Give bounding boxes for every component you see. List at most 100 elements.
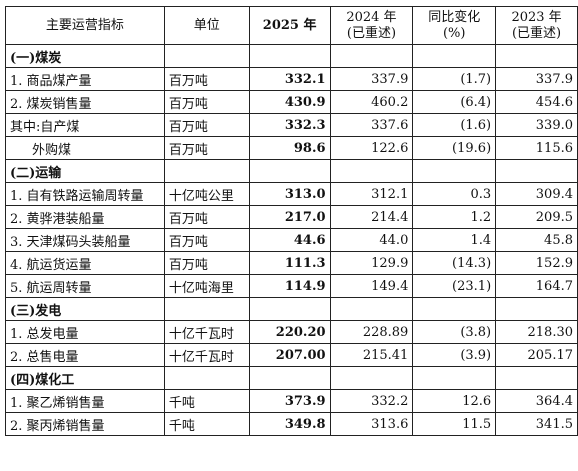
- row-unit: 十亿千瓦时: [163, 343, 250, 367]
- header-2024-note: (已重述): [346, 25, 397, 41]
- row-value-2025: 430.9: [248, 90, 331, 114]
- row-unit: 百万吨: [163, 251, 250, 275]
- section-empty-cell: [495, 44, 578, 68]
- row-unit: 百万吨: [163, 67, 250, 91]
- row-label: 1. 商品煤产量: [5, 67, 165, 91]
- row-value-2025: 332.3: [248, 113, 331, 137]
- table-row: 1. 聚乙烯销售量 千吨 373.9 332.2 12.6 364.4: [5, 389, 578, 413]
- table-row: 1. 自有铁路运输周转量 十亿吨公里 313.0 312.1 0.3 309.4: [5, 182, 578, 206]
- header-2023-year: 2023 年: [511, 9, 562, 25]
- row-change: 11.5: [412, 412, 497, 436]
- header-change-unit: (%): [442, 25, 466, 41]
- row-change: (19.6): [412, 136, 497, 160]
- operating-indicators-table: 主要运营指标 单位 2025 年 2024 年 (已重述) 同比变化 (%) 2…: [5, 6, 578, 436]
- row-value-2025: 313.0: [248, 182, 331, 206]
- row-unit: 千吨: [163, 412, 250, 436]
- row-label: 2. 煤炭销售量: [5, 90, 165, 114]
- row-change: (1.6): [412, 113, 497, 137]
- row-label: 2. 黄骅港装船量: [5, 205, 165, 229]
- table-row: 1. 商品煤产量 百万吨 332.1 337.9 (1.7) 337.9: [5, 67, 578, 91]
- header-indicator: 主要运营指标: [5, 6, 165, 45]
- row-value-2023: 364.4: [495, 389, 578, 413]
- row-value-2025: 114.9: [248, 274, 331, 298]
- section-row: (二)运输: [5, 159, 578, 183]
- row-unit: 百万吨: [163, 113, 250, 137]
- section-empty-cell: [163, 297, 250, 321]
- table-body: (一)煤炭 1. 商品煤产量 百万吨 332.1 337.9 (1.7) 337.9 2. 煤…: [5, 44, 578, 436]
- row-label: 1. 聚乙烯销售量: [5, 389, 165, 413]
- row-value-2024: 149.4: [329, 274, 414, 298]
- row-unit: 百万吨: [163, 90, 250, 114]
- header-unit: 单位: [163, 6, 250, 45]
- section-empty-cell: [163, 366, 250, 390]
- row-change: (3.9): [412, 343, 497, 367]
- section-empty-cell: [412, 297, 497, 321]
- row-change: (1.7): [412, 67, 497, 91]
- row-value-2024: 313.6: [329, 412, 414, 436]
- row-value-2024: 332.2: [329, 389, 414, 413]
- row-unit: 十亿吨海里: [163, 274, 250, 298]
- table-row: 3. 天津煤码头装船量 百万吨 44.6 44.0 1.4 45.8: [5, 228, 578, 252]
- row-unit: 十亿吨公里: [163, 182, 250, 206]
- row-label: 4. 航运货运量: [5, 251, 165, 275]
- row-value-2025: 44.6: [248, 228, 331, 252]
- section-title: (四)煤化工: [5, 366, 165, 390]
- row-change: (6.4): [412, 90, 497, 114]
- row-value-2023: 45.8: [495, 228, 578, 252]
- row-unit: 百万吨: [163, 136, 250, 160]
- section-empty-cell: [329, 44, 414, 68]
- row-value-2024: 228.89: [329, 320, 414, 344]
- row-unit: 百万吨: [163, 228, 250, 252]
- table-row: 2. 总售电量 十亿千瓦时 207.00 215.41 (3.9) 205.17: [5, 343, 578, 367]
- row-change: (3.8): [412, 320, 497, 344]
- header-2023-note: (已重述): [511, 25, 562, 41]
- row-value-2023: 454.6: [495, 90, 578, 114]
- row-label: 1. 总发电量: [5, 320, 165, 344]
- row-value-2024: 129.9: [329, 251, 414, 275]
- row-label: 外购煤: [5, 136, 165, 160]
- table-row: 1. 总发电量 十亿千瓦时 220.20 228.89 (3.8) 218.30: [5, 320, 578, 344]
- row-value-2023: 115.6: [495, 136, 578, 160]
- row-value-2023: 152.9: [495, 251, 578, 275]
- header-change: 同比变化 (%): [412, 6, 497, 45]
- table-row: 其中:自产煤 百万吨 332.3 337.6 (1.6) 339.0: [5, 113, 578, 137]
- row-change: (23.1): [412, 274, 497, 298]
- row-value-2023: 341.5: [495, 412, 578, 436]
- row-value-2023: 309.4: [495, 182, 578, 206]
- row-value-2023: 337.9: [495, 67, 578, 91]
- row-value-2024: 215.41: [329, 343, 414, 367]
- section-title: (三)发电: [5, 297, 165, 321]
- section-empty-cell: [329, 366, 414, 390]
- row-value-2025: 111.3: [248, 251, 331, 275]
- row-change: (14.3): [412, 251, 497, 275]
- row-value-2025: 349.8: [248, 412, 331, 436]
- section-empty-cell: [163, 159, 250, 183]
- section-empty-cell: [329, 297, 414, 321]
- table-row: 2. 聚丙烯销售量 千吨 349.8 313.6 11.5 341.5: [5, 412, 578, 436]
- section-empty-cell: [495, 159, 578, 183]
- row-change: 1.2: [412, 205, 497, 229]
- section-empty-cell: [248, 159, 331, 183]
- row-unit: 千吨: [163, 389, 250, 413]
- section-empty-cell: [329, 159, 414, 183]
- row-change: 12.6: [412, 389, 497, 413]
- section-empty-cell: [412, 159, 497, 183]
- section-empty-cell: [412, 44, 497, 68]
- table-row: 5. 航运周转量 十亿吨海里 114.9 149.4 (23.1) 164.7: [5, 274, 578, 298]
- row-value-2023: 164.7: [495, 274, 578, 298]
- section-empty-cell: [412, 366, 497, 390]
- row-value-2025: 98.6: [248, 136, 331, 160]
- row-value-2024: 214.4: [329, 205, 414, 229]
- section-title: (一)煤炭: [5, 44, 165, 68]
- table-row: 4. 航运货运量 百万吨 111.3 129.9 (14.3) 152.9: [5, 251, 578, 275]
- section-empty-cell: [495, 297, 578, 321]
- section-empty-cell: [248, 366, 331, 390]
- row-value-2025: 373.9: [248, 389, 331, 413]
- header-row: 主要运营指标 单位 2025 年 2024 年 (已重述) 同比变化 (%) 2…: [5, 6, 578, 45]
- row-label: 其中:自产煤: [5, 113, 165, 137]
- section-row: (三)发电: [5, 297, 578, 321]
- row-unit: 十亿千瓦时: [163, 320, 250, 344]
- row-value-2023: 218.30: [495, 320, 578, 344]
- section-empty-cell: [163, 44, 250, 68]
- row-value-2023: 209.5: [495, 205, 578, 229]
